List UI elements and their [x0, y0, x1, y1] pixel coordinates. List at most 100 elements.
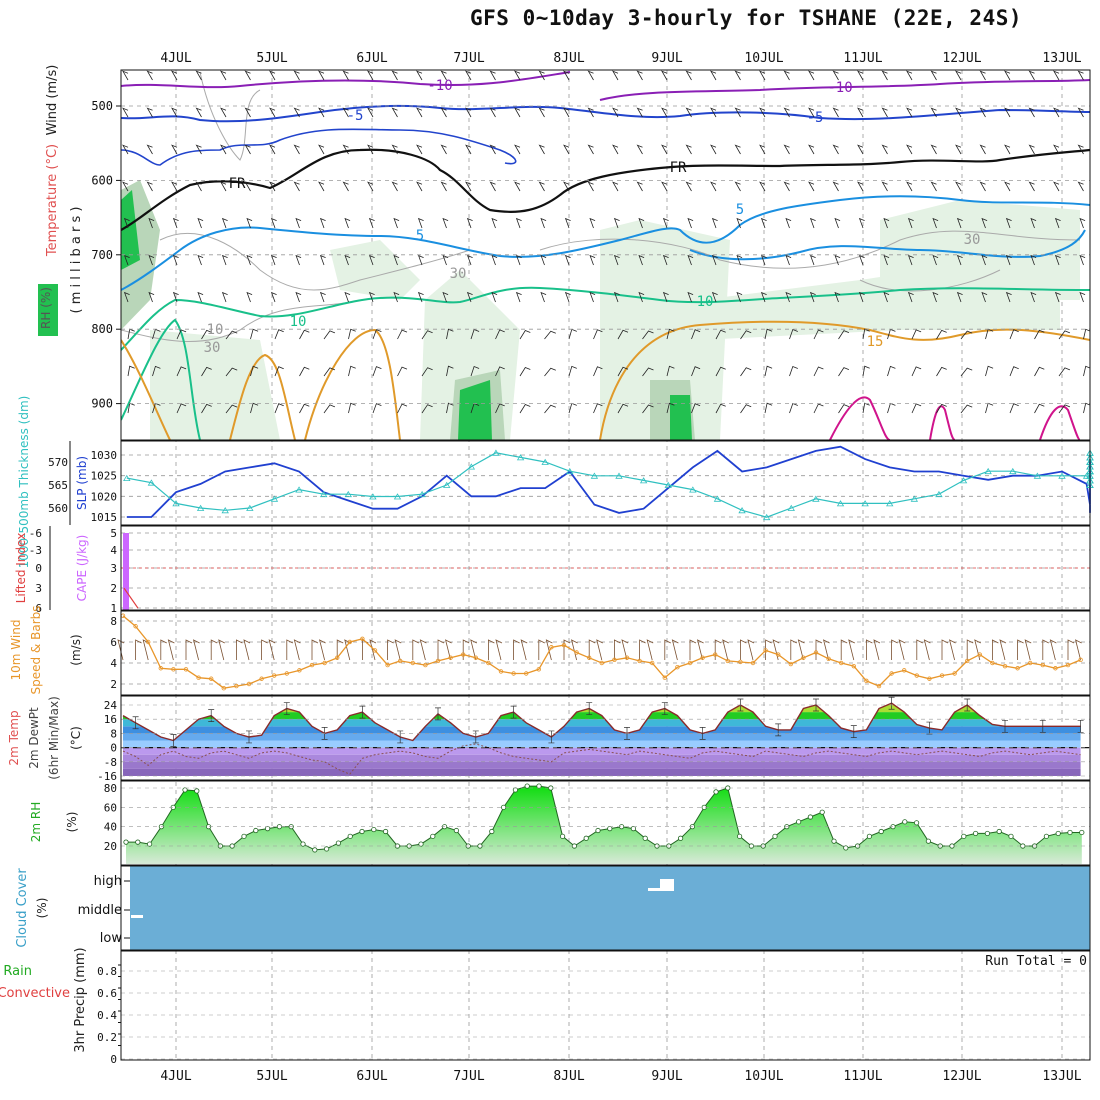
wind10m-marker: [335, 655, 340, 660]
wind-barb: [883, 291, 890, 303]
rh2m-marker: [430, 833, 436, 839]
wind-barb: [397, 403, 408, 414]
wind-barb: [1030, 291, 1037, 303]
wind-barb: [391, 70, 398, 81]
rh2m-marker: [607, 825, 613, 832]
rh2m-marker: [748, 843, 755, 849]
wind10m-unit-label: (m/s): [69, 634, 83, 665]
wind-barb: [323, 404, 336, 414]
wind-barb: [636, 181, 643, 192]
wind-barb: [1034, 403, 1045, 414]
wind-barb: [372, 403, 382, 414]
wind10m-marker: [486, 660, 491, 666]
wind-barb: [466, 254, 473, 266]
wind10m-axis-label: 10m Wind: [9, 620, 23, 681]
wind10m-marker: [587, 655, 592, 660]
wind10m-barb: [765, 639, 772, 660]
wind10m-marker: [675, 665, 680, 670]
wind-barb: [711, 217, 718, 229]
contour-label: FR: [670, 160, 687, 176]
wind-barb: [613, 217, 620, 229]
wind10m-marker: [876, 683, 882, 689]
wind-barb: [612, 70, 619, 81]
li-tick-label: 6: [35, 602, 42, 615]
wind10m-barb: [740, 639, 747, 660]
wind-barb: [642, 367, 654, 377]
wind-barb: [148, 217, 155, 229]
thickness-marker: [738, 507, 746, 514]
wind10m-marker: [561, 642, 567, 648]
thickness-marker: [246, 504, 254, 511]
wind-barb: [838, 404, 850, 414]
wind-barb: [838, 367, 850, 377]
wind-barb: [936, 403, 947, 414]
pressure-tick-label: 900: [91, 397, 113, 411]
wind10m-barb: [639, 639, 646, 660]
wind10m-barb: [1075, 639, 1082, 661]
wind10m-barb: [243, 639, 251, 661]
wind10m-marker: [1040, 662, 1045, 668]
wind-barb: [348, 328, 356, 340]
wind10m-barb: [236, 639, 243, 660]
rh2m-marker: [489, 828, 495, 835]
rh2m-marker: [264, 825, 271, 832]
cloud-cover-fill: [130, 866, 1090, 950]
wind-barb: [342, 181, 349, 192]
wind-barb: [617, 329, 629, 340]
wind-barb: [146, 70, 153, 81]
wind-barb: [760, 291, 767, 303]
wind-barb: [393, 254, 400, 266]
wind-barb: [981, 291, 988, 303]
thickness-marker: [664, 481, 672, 488]
wind-barb: [514, 107, 521, 118]
temp-band: [123, 747, 1081, 755]
wind10m-marker: [347, 639, 352, 645]
thickness-marker: [467, 463, 476, 470]
wind-barb: [906, 144, 913, 155]
slp-tick-label: 1025: [91, 470, 118, 483]
rh-shading-region: [600, 220, 730, 440]
wind-barb: [171, 70, 178, 81]
wind10m-marker: [965, 658, 970, 664]
thickness-marker: [762, 513, 771, 521]
wind10m-barb: [646, 639, 654, 661]
top-date-label: 4JUL: [160, 51, 191, 66]
wind10m-marker: [650, 660, 655, 666]
wind-barb: [838, 330, 850, 340]
wind-barb: [299, 329, 310, 340]
wind-barb: [1077, 181, 1084, 192]
wind-barb: [907, 217, 914, 229]
rh2m-area: [126, 786, 1082, 864]
wind-barb: [367, 181, 374, 192]
wind-barb: [930, 144, 937, 155]
wind-barb: [666, 402, 675, 414]
rh2m-marker: [795, 819, 802, 825]
wind-barb: [269, 181, 276, 192]
temp-band: [123, 719, 1081, 727]
thickness-tick-label: 560: [48, 502, 68, 515]
rh-shading-region: [150, 330, 280, 440]
thickness-marker: [935, 490, 943, 498]
wind-barb: [813, 329, 824, 340]
wind-barb: [466, 217, 473, 229]
wind10m-barb: [614, 639, 621, 660]
wind-barb: [146, 144, 153, 155]
wind-barb: [593, 329, 603, 340]
rh2m-marker: [241, 833, 247, 839]
wind-barb: [1077, 107, 1084, 118]
dewpoint-line: [122, 743, 1081, 775]
wind-barb: [662, 291, 669, 303]
temp-minmax-whisker: [775, 723, 782, 737]
wind-barb: [1004, 70, 1011, 81]
rh2m-marker: [123, 839, 129, 845]
wind-barb: [740, 404, 752, 414]
wind-barb: [985, 402, 994, 414]
wind-barb: [642, 404, 654, 414]
wind-barb: [887, 365, 896, 377]
wind-barb: [857, 144, 864, 155]
wind10m-marker: [208, 676, 214, 681]
wind-barb: [442, 254, 449, 266]
wind-barb: [372, 329, 382, 340]
li-tick-label: -3: [29, 544, 42, 557]
top-date-label: 9JUL: [651, 51, 682, 66]
